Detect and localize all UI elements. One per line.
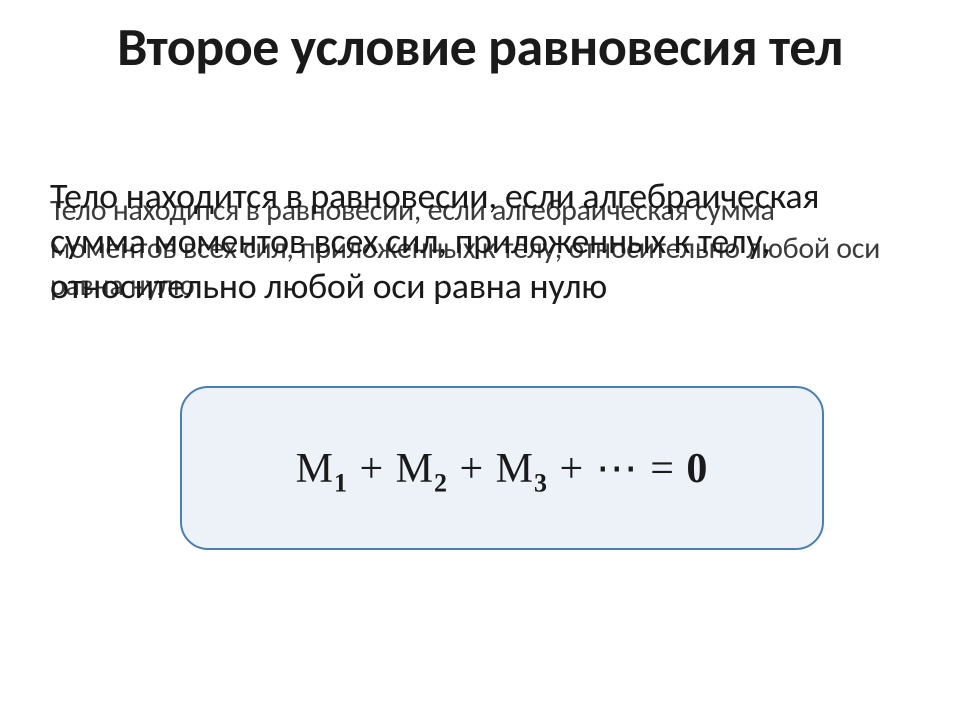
formula-equation: M1 + M2 + M3 + ⋯ = 0 (296, 443, 709, 493)
body-paragraph-overlay-light: Тело находится в равновесии, если алгебр… (50, 192, 900, 305)
slide: Второе условие равновесия тел Тело наход… (0, 0, 960, 720)
formula-box: M1 + M2 + M3 + ⋯ = 0 (180, 386, 824, 550)
slide-title: Второе условие равновесия тел (0, 18, 960, 77)
